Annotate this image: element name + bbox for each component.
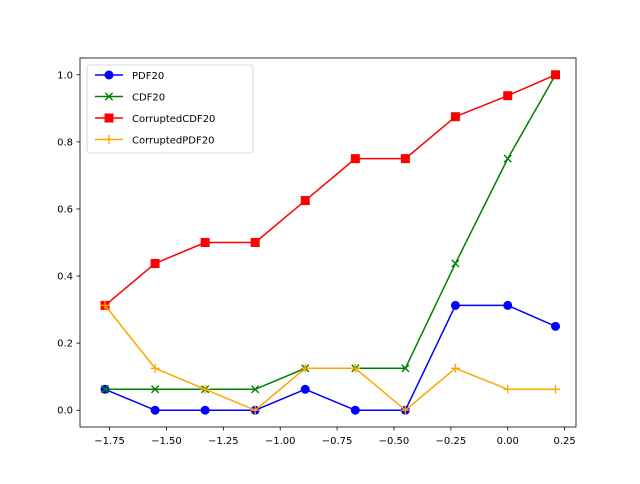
x-tick-label: −1.75 xyxy=(94,436,125,447)
data-point-cdf20 xyxy=(401,364,410,373)
x-tick-label: 0.00 xyxy=(497,436,519,447)
data-point-corruptedpdf20 xyxy=(551,384,561,394)
y-tick-label: 0.0 xyxy=(57,406,73,417)
data-point-corruptedcdf20 xyxy=(551,70,561,80)
series-line-corruptedcdf20 xyxy=(104,74,556,306)
data-point-corruptedpdf20 xyxy=(250,405,260,415)
legend-label: PDF20 xyxy=(132,71,164,82)
legend-marker xyxy=(104,135,114,144)
data-point-corruptedpdf20 xyxy=(100,300,110,310)
data-point-corruptedcdf20 xyxy=(300,196,310,206)
plot-area xyxy=(100,70,561,415)
legend-label: CorruptedCDF20 xyxy=(132,114,215,125)
axes: −1.75 −1.50 −1.25 −1.00 −0.75 −0.50 −0.25 0.00 0… xyxy=(57,57,577,447)
data-point-cdf20 xyxy=(503,154,512,163)
data-point-corruptedcdf20 xyxy=(250,238,260,247)
data-point-corruptedcdf20 xyxy=(150,258,160,268)
x-tick-label: 0.25 xyxy=(553,436,575,447)
x-tick-label: −1.25 xyxy=(208,436,239,447)
data-point-pdf20 xyxy=(150,405,160,415)
data-point-cdf20 xyxy=(251,385,260,394)
legend-label: CorruptedPDF20 xyxy=(132,136,214,147)
data-point-corruptedpdf20 xyxy=(200,384,210,394)
data-point-corruptedpdf20 xyxy=(350,363,360,373)
data-point-pdf20 xyxy=(200,405,210,415)
legend-label: CDF20 xyxy=(132,93,165,104)
legend-item-cdf20: CDF20 xyxy=(95,92,165,104)
data-point-pdf20 xyxy=(551,321,561,331)
series-corruptedcdf20 xyxy=(100,70,561,310)
x-tick-label: −0.50 xyxy=(379,436,410,447)
data-point-corruptedpdf20 xyxy=(400,405,410,415)
data-point-cdf20 xyxy=(100,385,110,394)
legend-item-corruptedcdf20: CorruptedCDF20 xyxy=(95,113,215,125)
legend-marker xyxy=(104,113,114,123)
data-point-corruptedcdf20 xyxy=(200,238,210,247)
data-point-pdf20 xyxy=(300,384,310,394)
data-point-corruptedpdf20 xyxy=(503,384,513,394)
y-tick-label: 0.8 xyxy=(57,137,73,148)
data-point-corruptedpdf20 xyxy=(300,363,310,373)
data-point-corruptedcdf20 xyxy=(450,112,460,122)
series-corruptedpdf20 xyxy=(100,300,561,415)
legend-marker xyxy=(104,70,114,80)
series-line-pdf20 xyxy=(104,304,556,411)
legend-item-corruptedpdf20: CorruptedPDF20 xyxy=(95,135,214,147)
data-point-pdf20 xyxy=(350,405,360,415)
x-tick-label: −1.50 xyxy=(151,436,182,447)
data-point-pdf20 xyxy=(450,300,460,310)
y-tick-label: 0.6 xyxy=(57,204,73,215)
legend-marker xyxy=(104,92,114,101)
x-tick-label: −0.25 xyxy=(436,436,467,447)
x-tick-label: −1.00 xyxy=(265,436,296,447)
legend: PDF20 CDF20 CorruptedCDF20 CorruptedPDF20 xyxy=(86,64,254,154)
data-point-corruptedcdf20 xyxy=(350,154,360,164)
data-point-corruptedpdf20 xyxy=(450,363,460,373)
y-tick-label: 1.0 xyxy=(57,70,73,81)
series-pdf20 xyxy=(100,300,561,415)
data-point-cdf20 xyxy=(150,385,160,394)
data-point-corruptedcdf20 xyxy=(400,154,410,164)
data-point-corruptedpdf20 xyxy=(150,363,160,373)
data-point-pdf20 xyxy=(503,300,513,310)
y-tick-label: 0.2 xyxy=(57,339,73,350)
axes-frame xyxy=(79,57,577,428)
legend-item-pdf20: PDF20 xyxy=(95,70,164,82)
data-point-corruptedcdf20 xyxy=(503,91,513,101)
y-tick-label: 0.4 xyxy=(57,272,73,283)
data-point-cdf20 xyxy=(451,259,460,268)
x-tick-label: −0.75 xyxy=(322,436,353,447)
series-line-corruptedpdf20 xyxy=(104,304,556,411)
legend-box xyxy=(86,64,254,154)
